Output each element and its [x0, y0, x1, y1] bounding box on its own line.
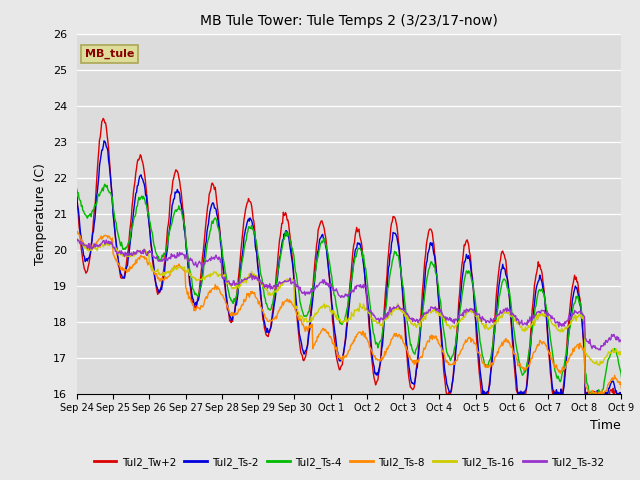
Legend: Tul2_Tw+2, Tul2_Ts-2, Tul2_Ts-4, Tul2_Ts-8, Tul2_Ts-16, Tul2_Ts-32: Tul2_Tw+2, Tul2_Ts-2, Tul2_Ts-4, Tul2_Ts… — [90, 453, 608, 472]
X-axis label: Time: Time — [590, 419, 621, 432]
Text: MB_tule: MB_tule — [85, 49, 134, 59]
Title: MB Tule Tower: Tule Temps 2 (3/23/17-now): MB Tule Tower: Tule Temps 2 (3/23/17-now… — [200, 14, 498, 28]
Y-axis label: Temperature (C): Temperature (C) — [35, 163, 47, 264]
